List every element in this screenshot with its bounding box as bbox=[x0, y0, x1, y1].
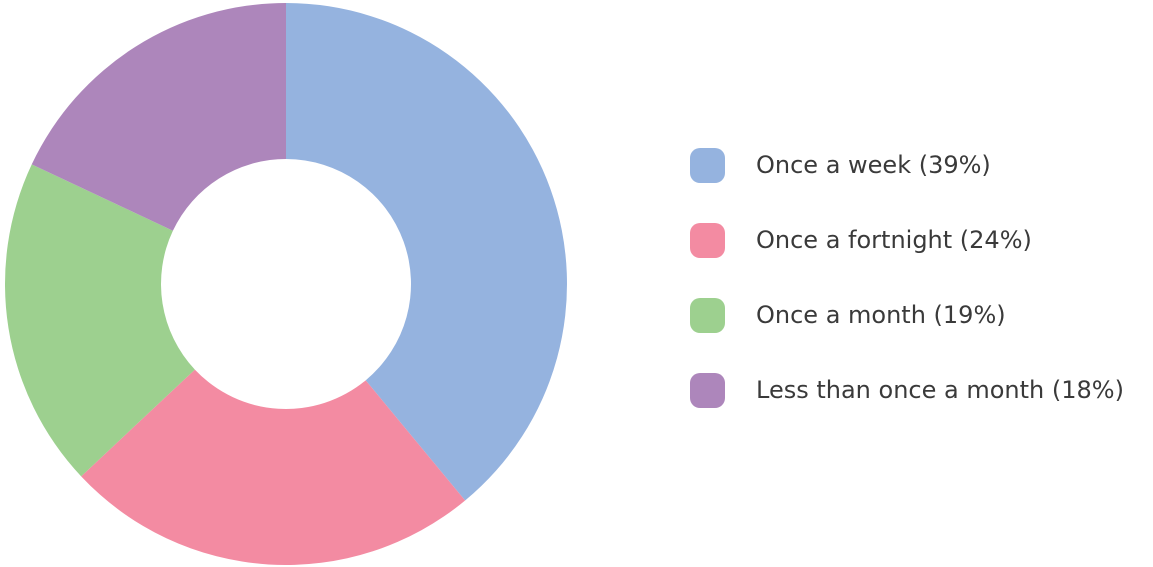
slice-once-a-week bbox=[286, 3, 568, 501]
legend-swatch-once-a-week bbox=[690, 147, 725, 183]
chart-legend: Once a week (39%) Once a fortnight (24%)… bbox=[690, 146, 1124, 446]
legend-label-once-a-fortnight: Once a fortnight (24%) bbox=[756, 226, 1032, 254]
legend-swatch-less-than-once-a-month bbox=[690, 372, 725, 408]
legend-swatch-once-a-month bbox=[690, 297, 725, 333]
legend-item-once-a-fortnight: Once a fortnight (24%) bbox=[690, 221, 1124, 259]
legend-swatch-once-a-fortnight bbox=[690, 222, 725, 258]
legend-item-once-a-month: Once a month (19%) bbox=[690, 296, 1124, 334]
slice-once-a-month bbox=[4, 164, 195, 477]
legend-label-once-a-month: Once a month (19%) bbox=[756, 301, 1006, 329]
slice-less-than-once-a-month bbox=[31, 3, 287, 231]
legend-label-once-a-week: Once a week (39%) bbox=[756, 151, 991, 179]
legend-label-less-than-once-a-month: Less than once a month (18%) bbox=[756, 376, 1124, 404]
legend-item-less-than-once-a-month: Less than once a month (18%) bbox=[690, 371, 1124, 409]
legend-item-once-a-week: Once a week (39%) bbox=[690, 146, 1124, 184]
slice-once-a-fortnight bbox=[81, 369, 466, 566]
